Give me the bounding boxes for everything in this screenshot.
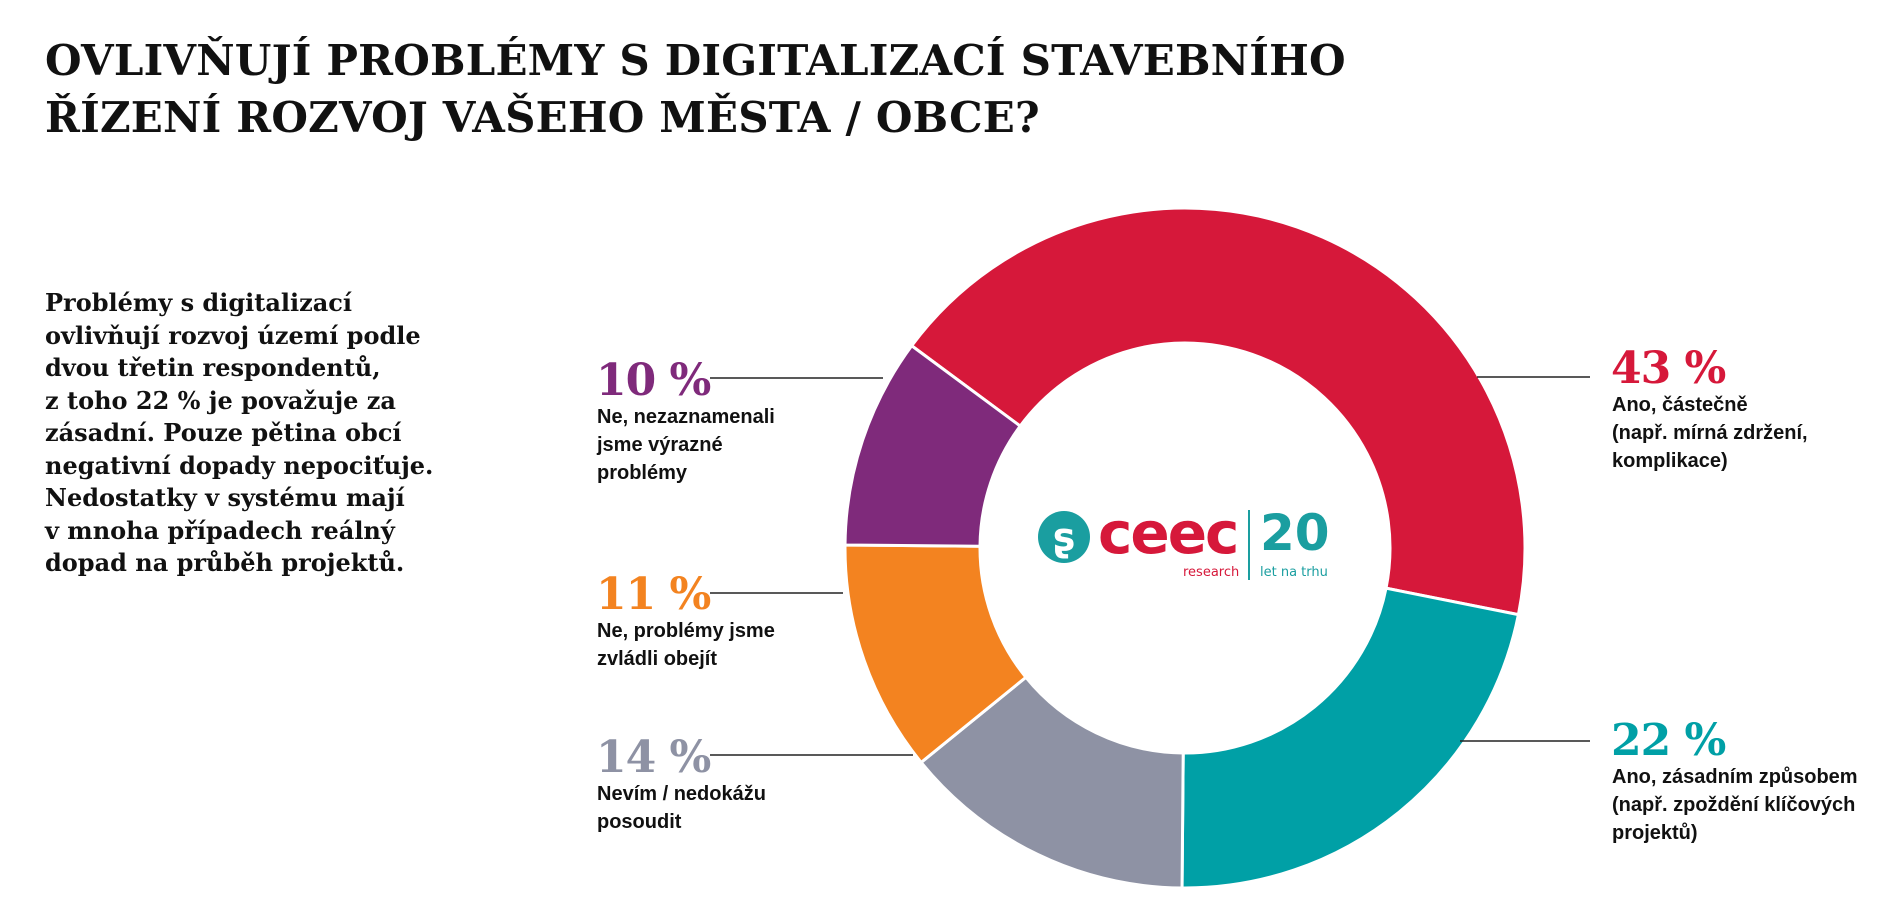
summary-line: z toho 22 % je považuje za — [45, 385, 396, 415]
slice-description-line: (např. mírná zdržení, — [1612, 422, 1808, 444]
donut-slice — [843, 343, 1023, 548]
ceec-logo: ʂ ceec research 20 let na trhu — [1038, 499, 1340, 582]
logo-divider — [1248, 510, 1250, 580]
slice-percent-label: 11 % — [596, 569, 711, 620]
logo-anniversary-number: 20 — [1260, 504, 1330, 562]
chart-title-line: ŘÍZENÍ ROZVOJ VAŠEHO MĚSTA / OBCE? — [45, 93, 1040, 142]
summary-line: ovlivňují rozvoj území podle — [45, 320, 421, 350]
slice-description: Ano, částečně (např. mírná zdržení, komp… — [1612, 391, 1808, 475]
summary-line: zásadní. Pouze pětina obcí — [45, 418, 402, 447]
slice-description: Nevím / nedokážu posoudit — [597, 780, 766, 836]
donut-slice — [1180, 586, 1521, 890]
summary-line: Problémy s digitalizací — [45, 288, 353, 317]
ceec-mark-icon: ʂ — [1038, 511, 1090, 563]
slice-description-line: Ne, problémy jsme — [597, 620, 775, 642]
summary-line: negativní dopady nepociťuje. — [45, 450, 434, 480]
donut-slice — [909, 206, 1527, 617]
slice-percent-label: 14 % — [596, 732, 711, 783]
slice-description-line: projektů) — [1612, 822, 1698, 844]
slice-percent-label: 10 % — [596, 355, 711, 406]
slice-description: Ne, nezaznamenali jsme výrazné problémy — [597, 403, 775, 487]
donut-slices — [843, 206, 1527, 890]
slice-description-line: posoudit — [597, 811, 682, 833]
logo-anniversary-text: let na trhu — [1260, 565, 1328, 580]
slice-description-line: Nevím / nedokážu — [597, 783, 766, 805]
slice-description-line: zvládli obejít — [597, 648, 718, 670]
summary-text: Problémy s digitalizací ovlivňují rozvoj… — [45, 287, 525, 580]
logo-subtitle: research — [1183, 565, 1240, 580]
slice-description: Ne, problémy jsme zvládli obejít — [597, 617, 775, 673]
slice-description-line: problémy — [597, 462, 688, 484]
summary-line: Nedostatky v systému mají — [45, 483, 405, 512]
slice-percent-label: 43 % — [1611, 343, 1726, 394]
summary-line: dopad na průběh projektů. — [45, 548, 405, 577]
summary-line: v mnoha případech reálný — [45, 515, 395, 545]
logo-wordmark: ceec — [1098, 499, 1239, 567]
slice-description: Ano, zásadním způsobem (např. zpoždění k… — [1612, 763, 1858, 847]
slice-description-line: Ne, nezaznamenali — [597, 406, 775, 428]
slice-description-line: (např. zpoždění klíčových — [1612, 794, 1856, 816]
chart-title: OVLIVŇUJÍ PROBLÉMY S DIGITALIZACÍ STAVEB… — [45, 32, 1346, 146]
slice-description-line: komplikace) — [1612, 450, 1728, 472]
leader-lines — [710, 376, 1590, 756]
summary-line: dvou třetin respondentů, — [45, 353, 381, 382]
slice-description-line: Ano, částečně — [1612, 394, 1748, 416]
slice-percent-label: 22 % — [1611, 715, 1726, 766]
slice-description-line: jsme výrazné — [597, 434, 723, 456]
chart-title-line: OVLIVŇUJÍ PROBLÉMY S DIGITALIZACÍ STAVEB… — [45, 36, 1346, 85]
slice-description-line: Ano, zásadním způsobem — [1612, 766, 1858, 788]
